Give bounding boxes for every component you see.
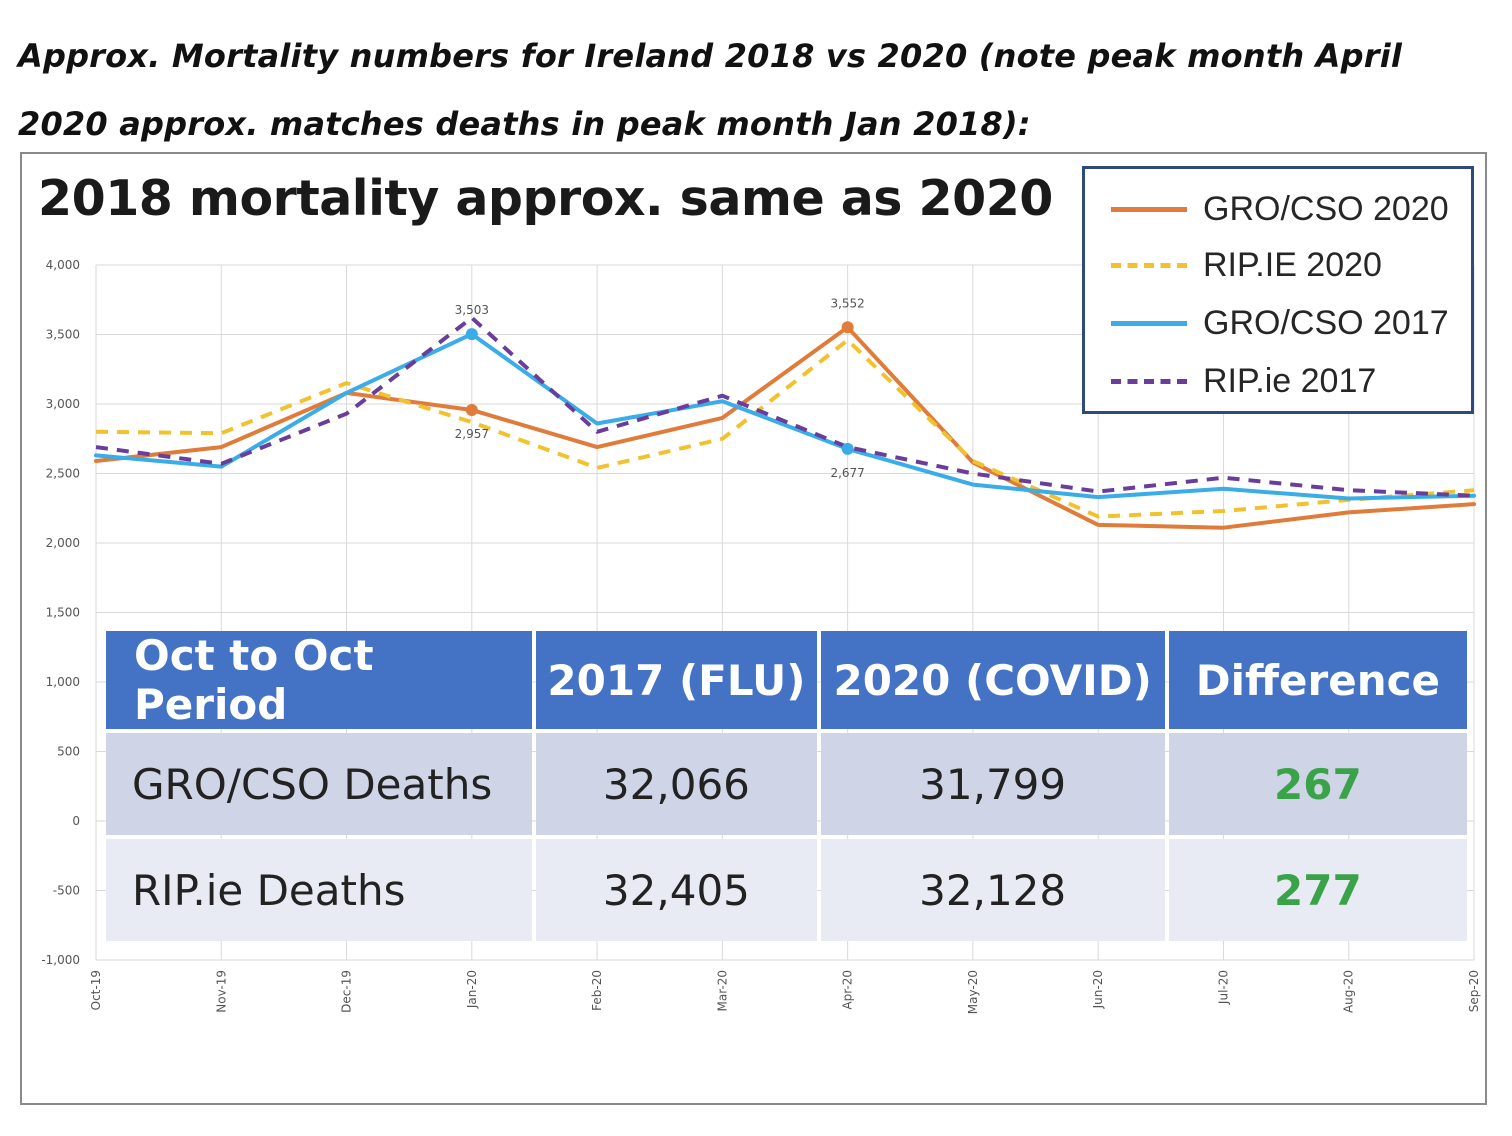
x-tick-label: Mar-20: [715, 970, 729, 1011]
cell-difference: 277: [1168, 839, 1467, 941]
legend-swatch: [1111, 262, 1187, 268]
x-tick-label: Jul-20: [1216, 970, 1230, 1005]
legend-swatch: [1111, 206, 1187, 212]
cell-2020-covid: 31,799: [820, 733, 1165, 835]
table-header-row: Oct to Oct Period 2017 (FLU) 2020 (COVID…: [106, 631, 1467, 729]
x-tick-label: May-20: [966, 970, 980, 1014]
data-point: [841, 321, 854, 334]
header-2020-covid: 2020 (COVID): [820, 631, 1165, 729]
x-tick-label: Aug-20: [1342, 970, 1356, 1013]
header-2017-flu: 2017 (FLU): [536, 631, 817, 729]
table-row: GRO/CSO Deaths 32,066 31,799 267: [106, 733, 1467, 835]
row-label: GRO/CSO Deaths: [106, 733, 533, 835]
data-markers: 2,957 3,552 3,503 2,677: [455, 296, 865, 480]
x-tick-label: Jun-20: [1091, 970, 1105, 1009]
caption: Approx. Mortality numbers for Ireland 20…: [18, 37, 1403, 143]
data-label: 2,677: [830, 466, 864, 480]
y-tick-label: 1,000: [46, 675, 80, 689]
data-point: [465, 328, 478, 341]
data-label: 3,552: [830, 296, 864, 310]
series-line-gro-cso-2017: [94, 332, 1476, 501]
header-period: Oct to Oct Period: [106, 631, 533, 729]
y-tick-label: 1,500: [46, 606, 80, 620]
x-tick-label: Nov-19: [214, 970, 228, 1013]
series-layer: [94, 315, 1476, 530]
table-row: RIP.ie Deaths 32,405 32,128 277: [106, 839, 1467, 941]
x-tick-labels: Oct-19 Nov-19 Dec-19 Jan-20 Feb-20 Mar-20 Apr-…: [89, 970, 1481, 1014]
cell-2020-covid: 32,128: [820, 839, 1165, 941]
legend-label: RIP.IE 2020: [1203, 245, 1382, 284]
data-label: 3,503: [455, 303, 489, 317]
legend-swatch: [1111, 378, 1187, 384]
y-tick-label: -500: [53, 884, 80, 898]
x-tick-label: Apr-20: [841, 970, 855, 1010]
y-tick-label: 3,500: [46, 328, 80, 342]
series-line-gro-cso-2020: [94, 325, 1476, 530]
legend-item-rip-ie-2020: RIP.IE 2020: [1111, 245, 1382, 285]
x-tick-label: Feb-20: [590, 970, 604, 1011]
legend-item-rip-ie-2017: RIP.ie 2017: [1111, 361, 1376, 401]
y-tick-label: 3,000: [46, 397, 80, 411]
legend-item-gro-cso-2017: GRO/CSO 2017: [1111, 303, 1449, 343]
summary-table: Oct to Oct Period 2017 (FLU) 2020 (COVID…: [102, 627, 1471, 945]
header-difference: Difference: [1168, 631, 1467, 729]
cell-difference: 267: [1168, 733, 1467, 835]
x-tick-label: Dec-19: [340, 970, 354, 1013]
data-point: [841, 442, 854, 455]
legend: GRO/CSO 2020 RIP.IE 2020 GRO/CSO 2017 RI…: [1082, 166, 1474, 414]
legend-swatch: [1111, 320, 1187, 326]
row-label: RIP.ie Deaths: [106, 839, 533, 941]
y-tick-label: -1,000: [41, 953, 80, 967]
legend-label: GRO/CSO 2017: [1203, 303, 1449, 342]
y-tick-label: 2,500: [46, 467, 80, 481]
x-tick-label: Jan-20: [465, 970, 479, 1009]
y-tick-label: 500: [57, 745, 80, 759]
data-label: 2,957: [455, 427, 489, 441]
y-tick-label: 2,000: [46, 536, 80, 550]
cell-2017-flu: 32,405: [536, 839, 817, 941]
x-tick-label: Oct-19: [89, 970, 103, 1010]
cell-2017-flu: 32,066: [536, 733, 817, 835]
y-tick-label: 4,000: [46, 258, 80, 272]
series-line-rip-ie-2020: [95, 338, 1475, 519]
legend-label: RIP.ie 2017: [1203, 361, 1377, 400]
legend-item-gro-cso-2020: GRO/CSO 2020: [1111, 189, 1449, 229]
data-point: [465, 403, 478, 416]
series-line-rip-ie-2017: [95, 315, 1475, 498]
y-tick-labels: 4,000 3,500 3,000 2,500 2,000 1,500 1,000 500 0 -…: [41, 258, 80, 967]
x-tick-label: Sep-20: [1467, 970, 1481, 1012]
legend-label: GRO/CSO 2020: [1203, 189, 1449, 228]
y-tick-label: 0: [72, 814, 80, 828]
chart-title: 2018 mortality approx. same as 2020: [38, 170, 1053, 227]
